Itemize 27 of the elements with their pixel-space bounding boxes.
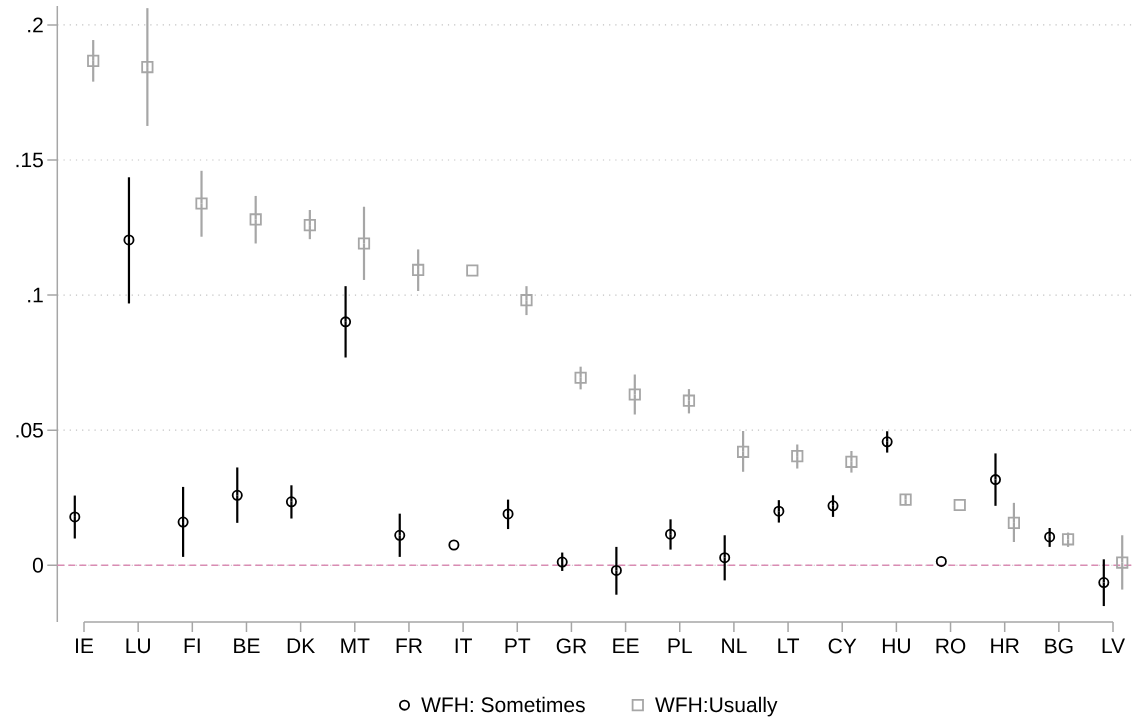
x-tick-label: IT xyxy=(455,638,472,653)
y-tick-label: .2 xyxy=(28,17,43,33)
y-tick-label: .15 xyxy=(16,152,43,168)
x-tick-label: LT xyxy=(778,638,800,653)
x-tick-label: FR xyxy=(396,638,422,653)
x-tick-label: DK xyxy=(287,638,315,653)
legend-label: WFH: Sometimes xyxy=(421,696,585,713)
y-tick-label: .1 xyxy=(28,287,43,303)
x-tick-label: LV xyxy=(1102,638,1125,653)
y-tick-label: 0 xyxy=(32,557,43,573)
x-tick-label: LU xyxy=(126,638,150,654)
x-tick-label: PL xyxy=(668,638,692,653)
x-tick-label: MT xyxy=(341,638,370,653)
x-tick-label: RO xyxy=(936,638,966,654)
legend-label: WFH:Usually xyxy=(655,696,778,717)
x-tick-label: BG xyxy=(1045,638,1073,654)
x-tick-label: HR xyxy=(991,638,1019,653)
x-tick-label: GR xyxy=(556,638,587,654)
y-tick-label: .05 xyxy=(16,422,43,438)
x-tick-label: NL xyxy=(722,638,747,653)
x-tick-label: EE xyxy=(613,638,639,653)
x-tick-label: IE xyxy=(76,638,94,653)
x-tick-label: CY xyxy=(828,638,857,654)
x-tick-label: PT xyxy=(505,638,531,653)
x-tick-label: FI xyxy=(184,638,200,653)
x-tick-label: HU xyxy=(882,638,910,654)
x-tick-label: BE xyxy=(234,638,260,653)
